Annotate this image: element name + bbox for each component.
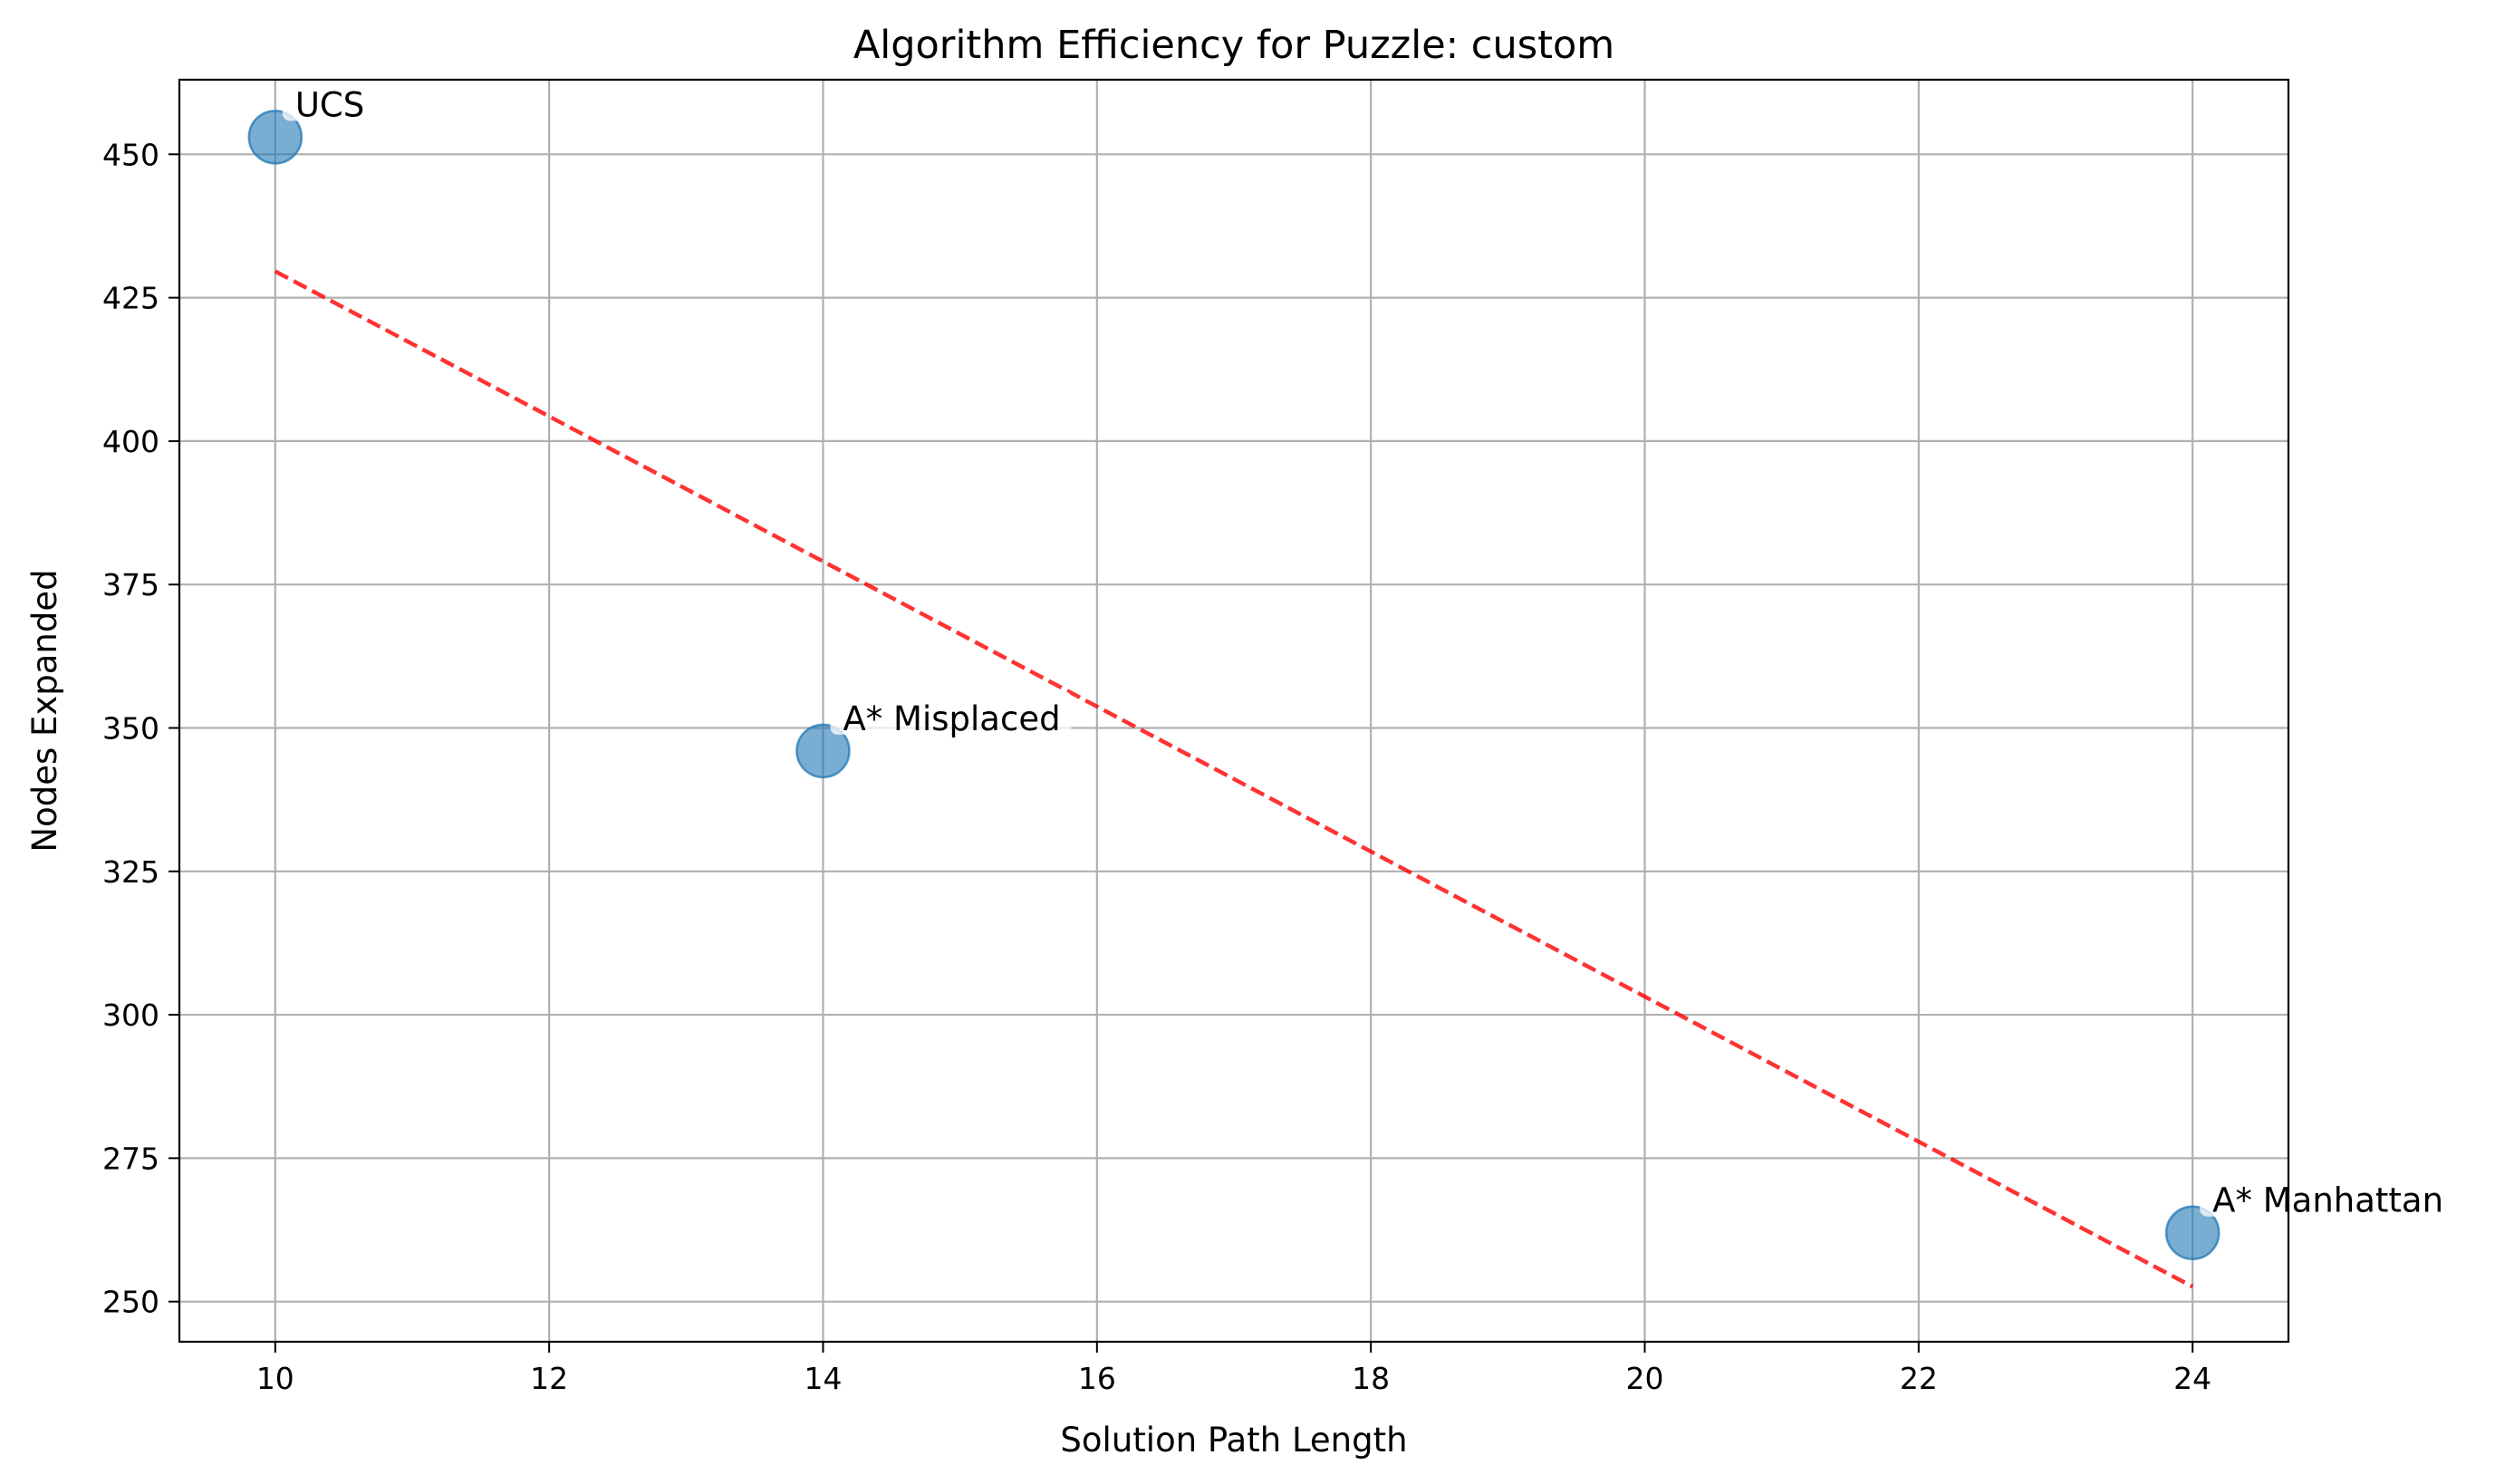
x-tick-label: 12 xyxy=(530,1361,568,1396)
x-tick-label: 22 xyxy=(1900,1361,1938,1396)
y-tick-label: 325 xyxy=(102,854,159,890)
y-tick-label: 425 xyxy=(102,281,159,316)
grid-lines xyxy=(179,80,2288,1342)
trendline xyxy=(274,269,2194,1289)
x-tick-label: 16 xyxy=(1078,1361,1116,1396)
x-tick-label: 18 xyxy=(1352,1361,1390,1396)
chart-title: Algorithm Efficiency for Puzzle: custom xyxy=(853,23,1614,68)
data-point xyxy=(247,110,303,165)
point-labels: UCS A* Misplaced A* Manhattan xyxy=(282,77,2443,1220)
data-point xyxy=(2164,1205,2220,1260)
y-tick-label: 250 xyxy=(102,1285,159,1320)
trendline-layer xyxy=(274,269,2194,1289)
point-label: UCS xyxy=(295,85,364,124)
x-tick-label: 20 xyxy=(1626,1361,1664,1396)
x-axis-title: Solution Path Length xyxy=(1060,1421,1407,1460)
y-axis-title: Nodes Expanded xyxy=(25,569,64,852)
y-tick-label: 400 xyxy=(102,424,159,459)
y-tick-label: 450 xyxy=(102,137,159,172)
point-label: A* Manhattan xyxy=(2212,1181,2443,1220)
x-tick-label: 14 xyxy=(804,1361,842,1396)
point-label-background xyxy=(830,690,1072,735)
axis-ticks: 10 12 14 16 18 20 22 24 250 275 300 325 350 375 400 425… xyxy=(102,137,2211,1396)
x-tick-label: 24 xyxy=(2173,1361,2211,1396)
point-label: A* Misplaced xyxy=(843,699,1060,738)
data-point xyxy=(795,723,851,779)
y-tick-label: 300 xyxy=(102,997,159,1033)
plot-frame xyxy=(178,78,2290,1344)
point-label-background xyxy=(2200,1172,2442,1217)
point-label-background xyxy=(282,77,352,121)
data-points xyxy=(247,110,2220,1260)
y-tick-label: 375 xyxy=(102,567,159,602)
y-tick-label: 350 xyxy=(102,710,159,746)
y-tick-label: 275 xyxy=(102,1141,159,1176)
x-tick-label: 10 xyxy=(256,1361,294,1396)
